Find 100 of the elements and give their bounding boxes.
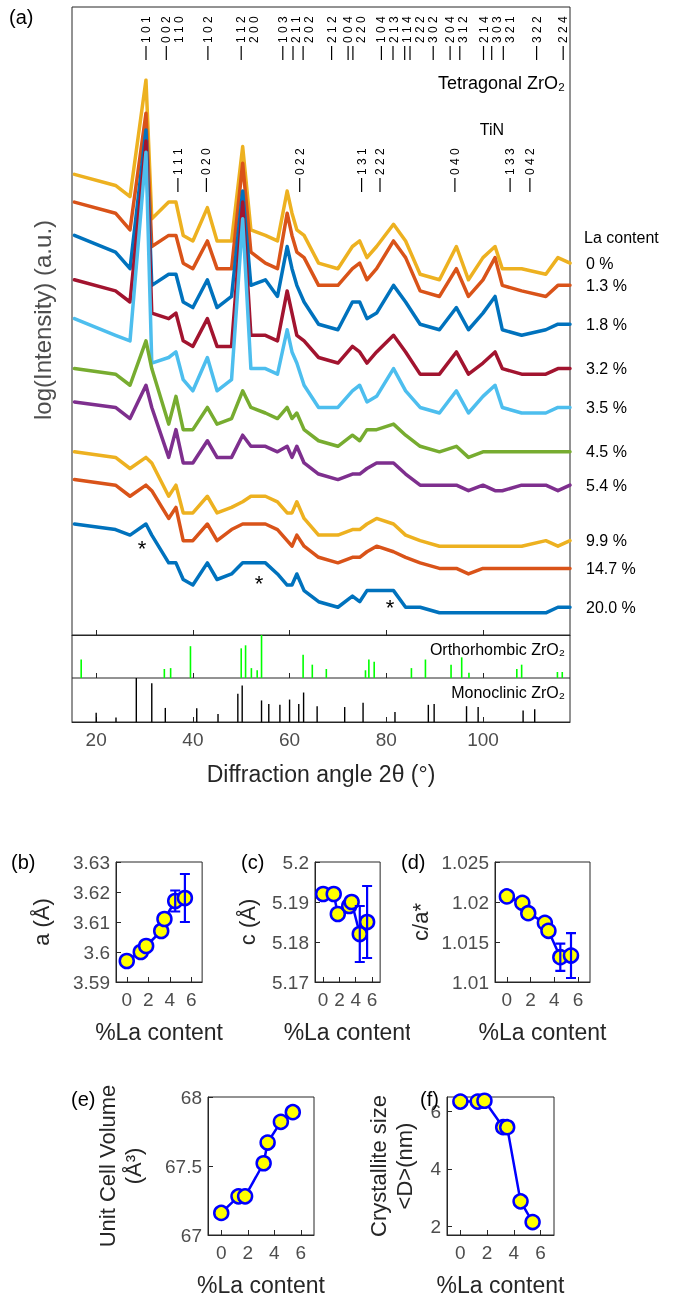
- x-tick-label: 0: [501, 989, 513, 1010]
- x-tick-label: 6: [366, 989, 378, 1010]
- annotation: 0 4 2: [522, 147, 537, 175]
- text: 3 1 2: [456, 15, 471, 43]
- annotation: 1 3 3: [503, 147, 518, 175]
- x-axis-title: %La content: [436, 1271, 566, 1298]
- x-axis-title: %La content: [95, 1018, 224, 1045]
- y-axis-title: a (Å): [28, 898, 54, 946]
- x-tick-label: 4: [164, 989, 176, 1010]
- x-tick-label: 2: [143, 989, 154, 1010]
- annotation: 0 2 2: [292, 147, 307, 175]
- text: 3 0 2: [426, 15, 441, 43]
- text: 2 2 4: [556, 15, 571, 43]
- annotation: 2 2 2: [373, 147, 387, 175]
- text: 2 1 3: [387, 15, 402, 43]
- text: 0 0 4: [341, 15, 356, 43]
- text: 2 0 0: [247, 15, 262, 43]
- legend-title: La content: [584, 228, 660, 246]
- y-tick-label: 1.025: [441, 851, 489, 873]
- x-tick-label: 4: [508, 1242, 520, 1263]
- x-tick-label: 0: [121, 989, 133, 1010]
- y-axis-title: c/a*: [407, 902, 433, 941]
- y-axis-title: Unit Cell Volume (Å³): [94, 1084, 146, 1248]
- y-tick-label: 1.015: [441, 931, 489, 953]
- series-label: 1.8 %: [586, 315, 627, 333]
- text: 1 0 1: [139, 15, 153, 43]
- annotation: *: [137, 535, 147, 561]
- y-tick-label: 5.17: [272, 971, 309, 993]
- x-tick-label: 100: [467, 729, 499, 750]
- annotation: *: [385, 594, 395, 620]
- x-axis-title: %La content: [478, 1018, 608, 1045]
- annotation: TiN: [479, 120, 505, 138]
- y-axis-title: log(Intensity) (a.u.): [28, 219, 56, 421]
- x-tick-label: 2: [334, 989, 345, 1010]
- annotation: 0 2 0: [199, 147, 214, 175]
- text: 3 2 2: [529, 15, 544, 43]
- x-tick-label: 0: [455, 1242, 466, 1263]
- text: 1 0 4: [374, 15, 389, 43]
- y-axis-title: Crystallite size <D>(nm): [365, 1095, 417, 1237]
- text: 2 1 4: [476, 15, 491, 43]
- text: 1 1 0: [172, 15, 187, 43]
- y-tick-label: 3.59: [73, 971, 110, 993]
- series-label: 1.3 %: [586, 276, 627, 294]
- text: 1 0 2: [200, 15, 215, 43]
- text: 2 2 0: [354, 15, 369, 43]
- x-tick-label: 4: [350, 989, 362, 1010]
- series-label: 9.9 %: [586, 532, 627, 550]
- y-tick-label: 3.6: [83, 941, 110, 963]
- x-tick-label: 0: [215, 1242, 227, 1263]
- series-label: 3.5 %: [586, 398, 627, 416]
- y-tick-label: 67: [180, 1224, 202, 1246]
- chart-title: (c): [241, 851, 265, 873]
- y-tick-label: 1.01: [452, 971, 489, 993]
- y-tick-label: 2: [430, 1215, 441, 1237]
- x-tick-label: 80: [375, 729, 397, 750]
- y-tick-label: 3.62: [73, 881, 110, 903]
- x-axis-title: %La content: [197, 1271, 326, 1298]
- y-tick-label: 5.19: [272, 891, 309, 913]
- text: 2 2 2: [413, 15, 428, 43]
- x-tick-label: 20: [85, 729, 107, 750]
- annotation: 0 4 0: [447, 147, 462, 175]
- x-tick-label: 4: [549, 989, 561, 1010]
- text: 0 0 2: [159, 15, 174, 43]
- y-tick-label: 4: [430, 1158, 442, 1180]
- x-tick-label: 2: [242, 1242, 254, 1263]
- x-tick-label: 40: [182, 729, 204, 750]
- series-label: 3.2 %: [586, 360, 627, 378]
- y-tick-label: 3.63: [73, 851, 110, 873]
- y-tick-label: 5.18: [272, 931, 309, 953]
- series-label: 4.5 %: [586, 443, 627, 461]
- chart-title: (a): [9, 6, 34, 28]
- y-tick-label: 3.61: [73, 911, 110, 933]
- x-tick-label: 6: [535, 1242, 546, 1263]
- y-tick-label: 5.2: [282, 851, 309, 873]
- x-tick-label: 2: [525, 989, 536, 1010]
- annotation: 1 3 1: [354, 147, 369, 175]
- chart-title: (d): [401, 851, 426, 873]
- series-label: 20.0 %: [586, 598, 636, 616]
- annotation: Tetragonal ZrO₂: [437, 73, 565, 93]
- text: 3 2 1: [502, 15, 517, 43]
- x-tick-label: 0: [317, 989, 329, 1010]
- chart-title: (b): [11, 851, 36, 873]
- chart-title: (e): [71, 1088, 96, 1110]
- y-tick-label: 68: [180, 1086, 202, 1108]
- text: 2 1 1: [288, 15, 303, 43]
- text: 2 0 2: [301, 15, 316, 43]
- annotation: 1 1 1: [170, 147, 185, 175]
- y-axis-title: c (Å): [234, 898, 260, 946]
- series-label: 0 %: [586, 254, 614, 272]
- text: 2 0 4: [443, 15, 458, 43]
- text: 1 0 3: [275, 15, 290, 43]
- text: 1 1 2: [234, 15, 249, 43]
- text: 1 1 4: [400, 15, 415, 43]
- text: 3 0 3: [489, 15, 504, 43]
- text: 2 1 2: [324, 15, 339, 43]
- y-tick-label: 1.02: [452, 891, 489, 913]
- annotation: *: [254, 570, 264, 596]
- x-tick-label: 6: [572, 989, 584, 1010]
- y-tick-label: 67.5: [165, 1155, 202, 1177]
- x-axis-title: Diffraction angle 2θ (°): [206, 760, 436, 787]
